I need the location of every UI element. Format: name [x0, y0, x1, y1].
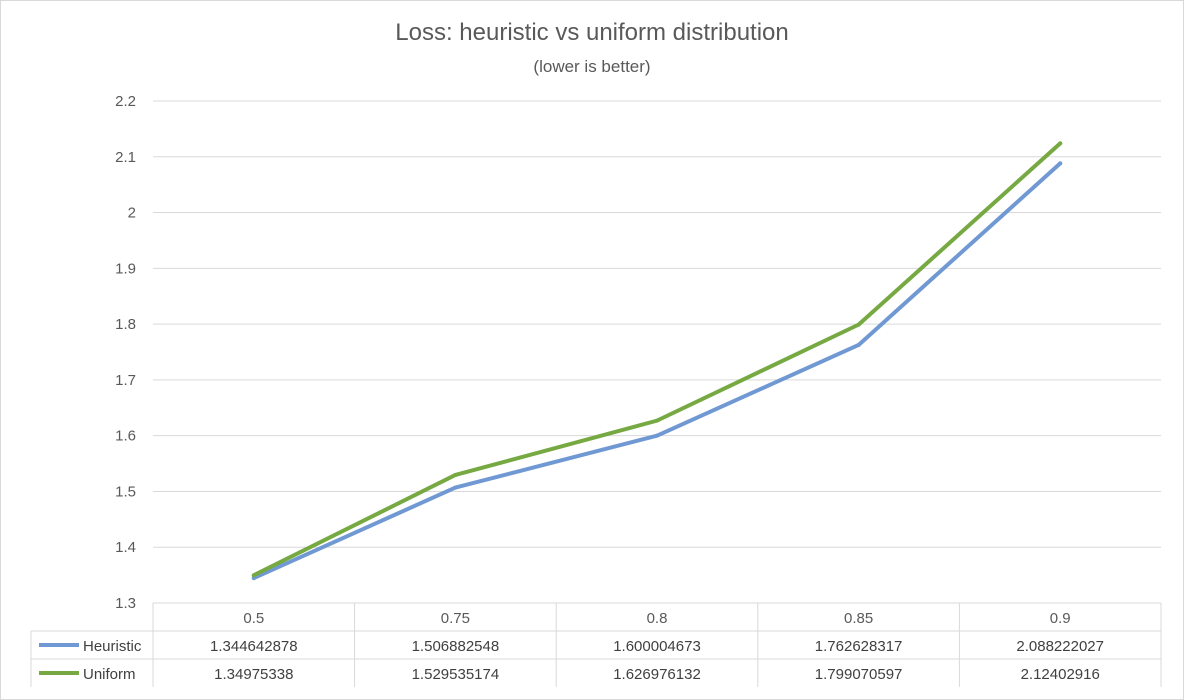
x-tick-label: 0.8 — [647, 610, 668, 627]
data-label: 2.12402916 — [1021, 666, 1100, 683]
data-point — [856, 322, 861, 327]
y-tick-label: 2.1 — [115, 149, 136, 166]
data-point — [251, 573, 256, 578]
data-label: 2.088222027 — [1016, 638, 1104, 655]
x-tick-label: 0.5 — [243, 610, 264, 627]
legend-label: Uniform — [83, 666, 136, 683]
y-tick-label: 1.5 — [115, 483, 136, 500]
chart-subtitle: (lower is better) — [533, 57, 650, 76]
y-tick-label: 2.2 — [115, 93, 136, 110]
data-table: 0.5 0.75 0.8 0.85 0.9 Heuristic 1.344642878 1.5… — [30, 602, 1162, 687]
x-tick-label: 0.9 — [1050, 610, 1071, 627]
data-point — [655, 418, 659, 423]
data-point — [655, 433, 659, 438]
y-tick-label: 1.4 — [115, 539, 136, 556]
data-point — [1058, 141, 1063, 146]
y-tick-label: 1.9 — [115, 260, 136, 277]
y-tick-label: 1.3 — [115, 595, 136, 612]
series-line-uniform — [251, 141, 1063, 578]
grid-lines — [153, 100, 1161, 548]
data-label: 1.762628317 — [815, 638, 903, 655]
y-axis: 1.3 1.4 1.5 1.6 1.7 1.8 1.9 2 2.1 2.2 — [115, 93, 136, 612]
data-label: 1.344642878 — [210, 638, 298, 655]
data-point — [453, 485, 458, 490]
data-label: 1.626976132 — [613, 666, 701, 683]
y-tick-label: 1.7 — [115, 372, 136, 389]
data-label: 1.600004673 — [613, 638, 701, 655]
legend-label: Heuristic — [83, 638, 142, 655]
data-point — [1058, 161, 1063, 166]
chart-title: Loss: heuristic vs uniform distribution — [395, 19, 789, 46]
data-point — [251, 576, 256, 581]
data-point — [453, 472, 458, 477]
y-tick-label: 1.8 — [115, 316, 136, 333]
data-point — [856, 342, 861, 347]
y-tick-label: 1.6 — [115, 428, 136, 445]
data-label: 1.799070597 — [815, 666, 903, 683]
x-tick-label: 0.85 — [844, 610, 873, 627]
x-tick-label: 0.75 — [441, 610, 470, 627]
data-label: 1.529535174 — [412, 666, 500, 683]
data-label: 1.34975338 — [214, 666, 293, 683]
plot-series — [251, 141, 1063, 581]
y-tick-label: 2 — [128, 205, 136, 222]
data-label: 1.506882548 — [412, 638, 500, 655]
